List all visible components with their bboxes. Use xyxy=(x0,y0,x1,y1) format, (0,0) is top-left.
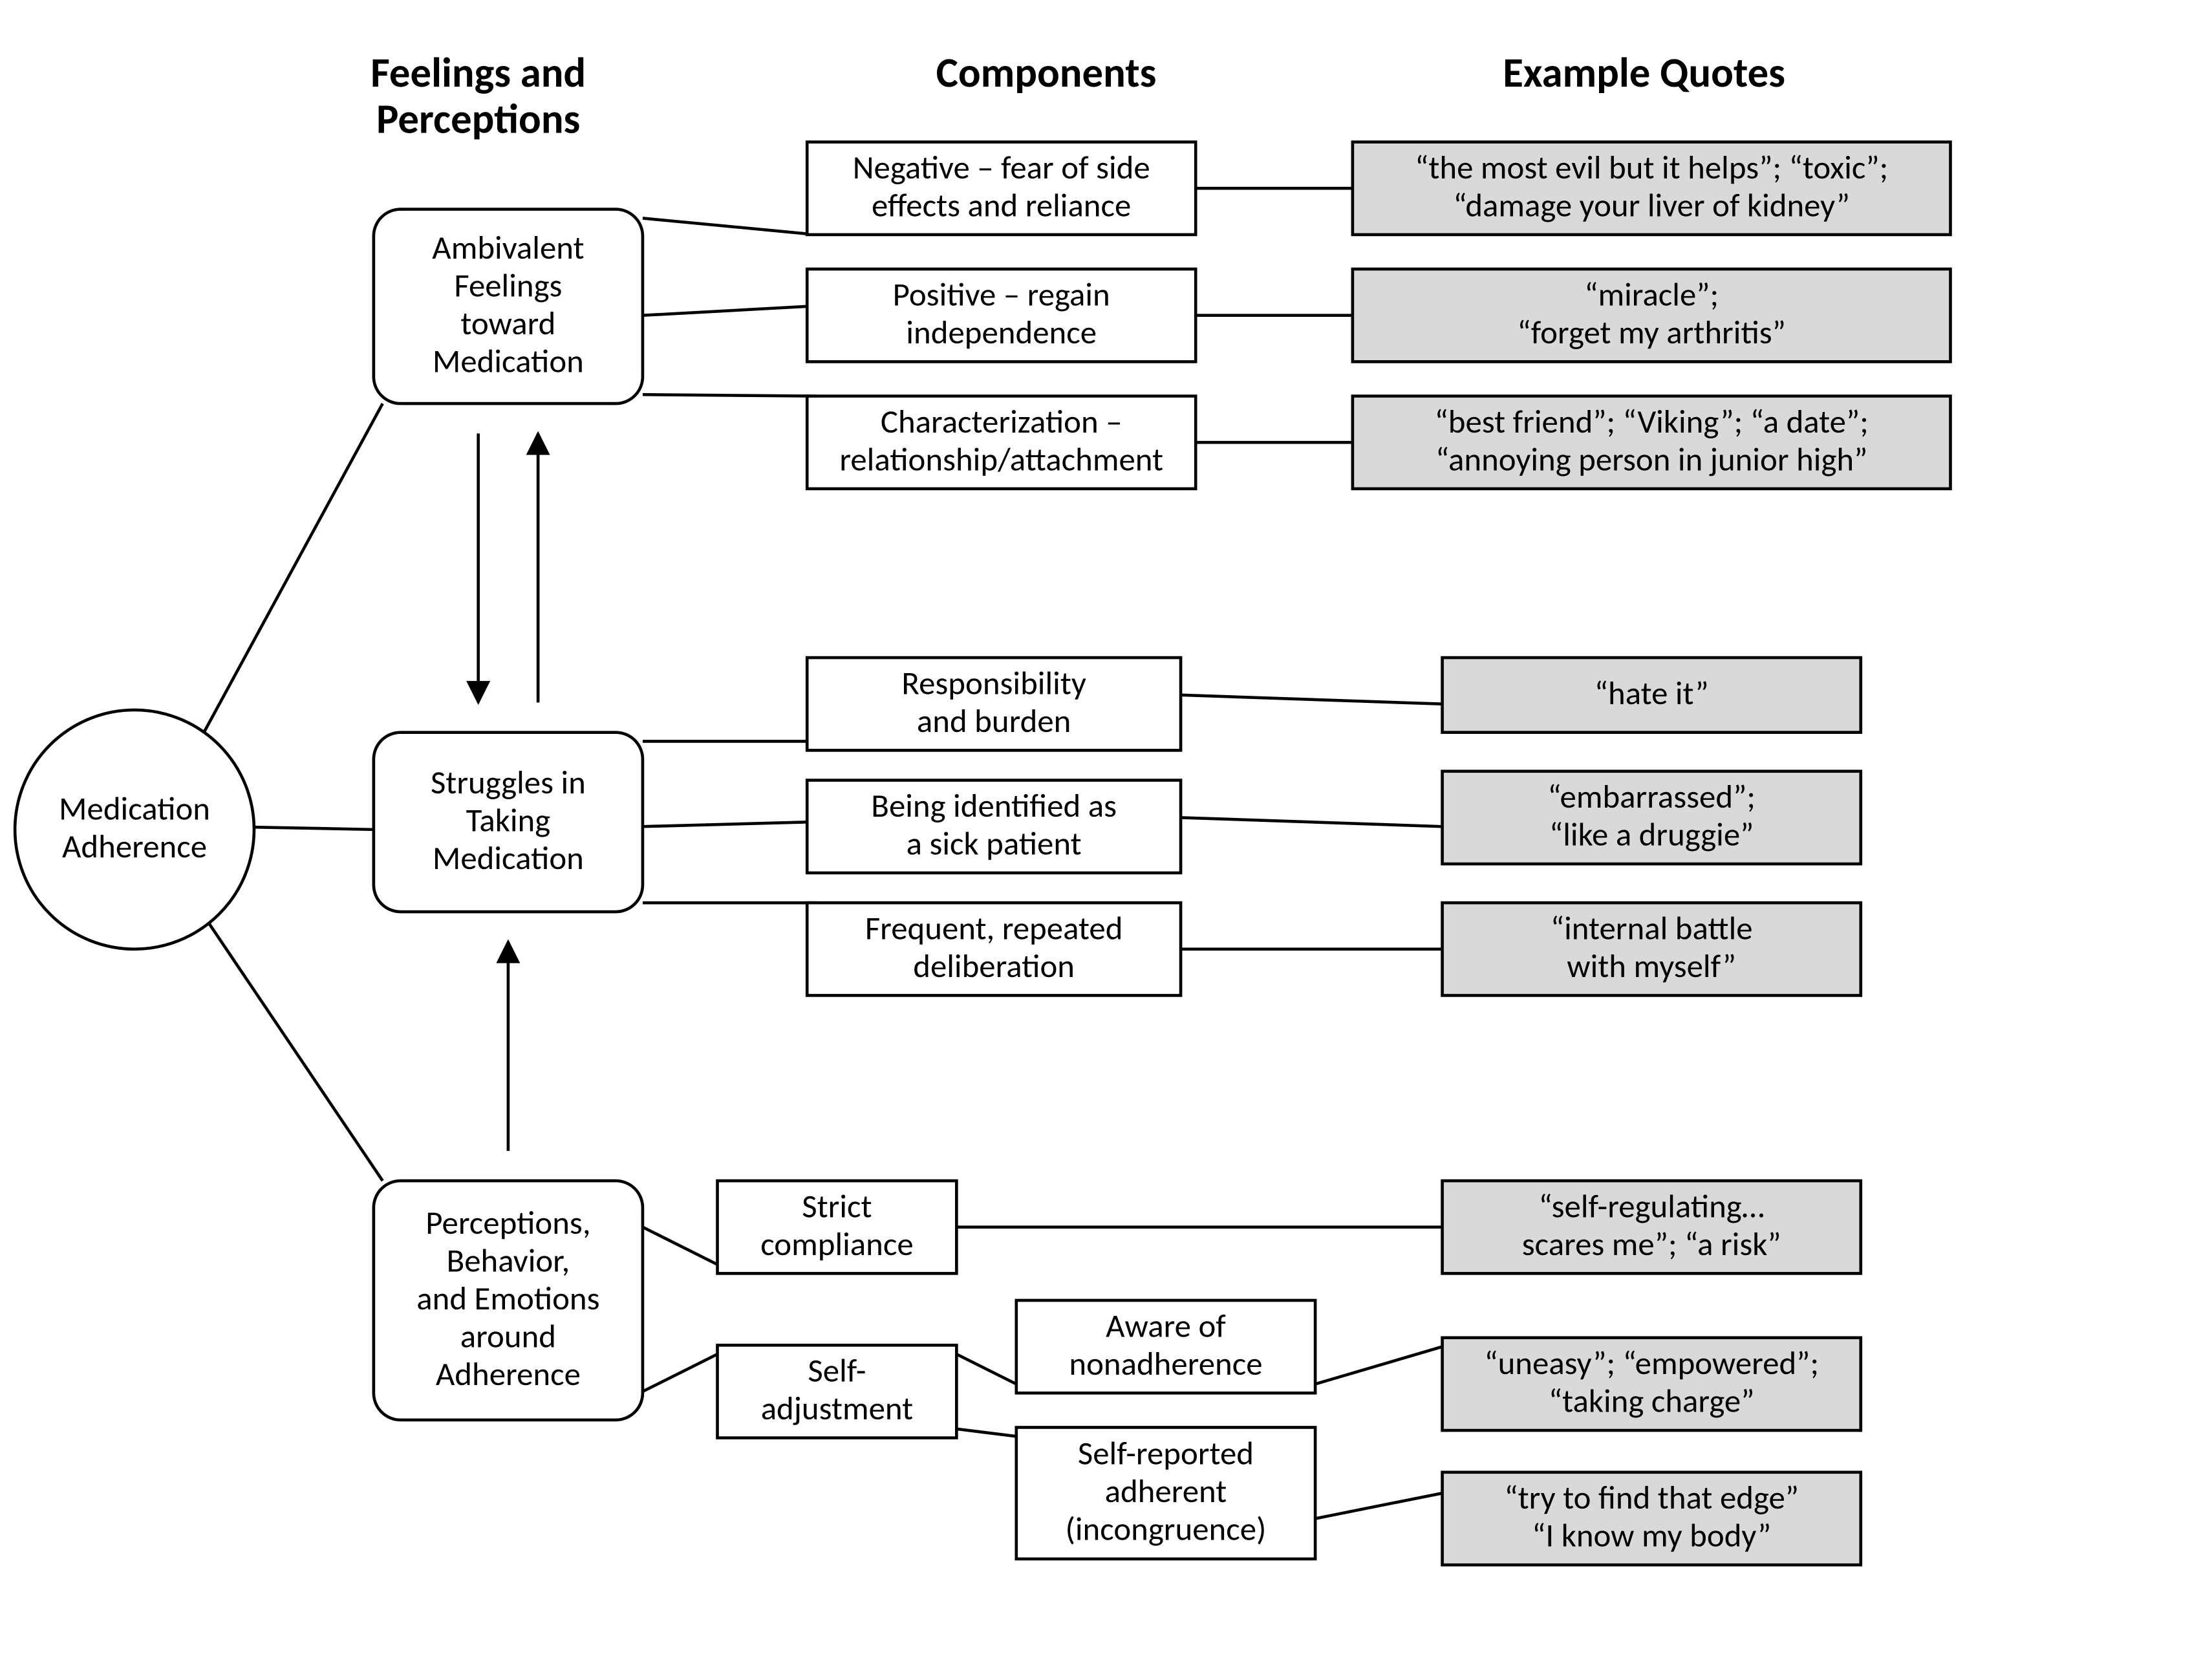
component-c2-label-line1: relationship/attachment xyxy=(839,439,1163,479)
component-c4-label-line1: a sick patient xyxy=(907,823,1082,863)
quote-q8-label-line1: “I know my body” xyxy=(1532,1516,1771,1556)
edge-root-t2 xyxy=(209,923,383,1181)
quote-q4-label-line1: “like a druggie” xyxy=(1549,815,1754,855)
theme-t0-label-line3: Medication xyxy=(433,341,584,382)
component-c8-label-line0: Aware of xyxy=(1106,1306,1226,1346)
header-h0: Perceptions xyxy=(376,93,580,144)
edge-c8-q7 xyxy=(1315,1347,1442,1384)
edge-c3-q3 xyxy=(1181,695,1443,704)
quote-q2-label-line1: “annoying person in junior high” xyxy=(1435,439,1867,479)
component-c9-label-line0: Self-reported xyxy=(1078,1434,1254,1474)
edge-c9-q8 xyxy=(1315,1493,1442,1518)
component-c1-label-line1: independence xyxy=(906,312,1097,352)
theme-t1-label-line1: Taking xyxy=(466,800,551,840)
component-c5-label-line1: deliberation xyxy=(913,946,1075,986)
component-c3-label-line0: Responsibility xyxy=(901,663,1086,703)
quote-q0-label-line1: “damage your liver of kidney” xyxy=(1453,185,1850,225)
header-h1: Components xyxy=(936,47,1157,98)
edge-root-t0 xyxy=(204,403,383,732)
theme-t0-label-line2: toward xyxy=(460,303,555,343)
component-c9-label-line1: adherent xyxy=(1105,1471,1227,1511)
quote-q7-label-line0: “uneasy”; “empowered”; xyxy=(1484,1343,1819,1383)
quote-q1-label-line0: “miracle”; xyxy=(1584,274,1719,314)
component-c0-label-line0: Negative – fear of side xyxy=(853,147,1150,188)
theme-t2-label-line0: Perceptions, xyxy=(425,1203,590,1243)
theme-t1-label-line2: Medication xyxy=(433,838,584,878)
theme-t2-label-line4: Adherence xyxy=(436,1354,581,1394)
quote-q6-label-line0: “self-regulating… xyxy=(1539,1186,1765,1226)
theme-t1-label-line0: Struggles in xyxy=(431,762,586,802)
edge-c4-q4 xyxy=(1181,817,1443,826)
edge-t1-c4 xyxy=(643,822,807,826)
root-label-line1: Adherence xyxy=(62,826,207,866)
component-c7-label-line0: Self- xyxy=(808,1351,866,1391)
quote-q0-label-line0: “the most evil but it helps”; “toxic”; xyxy=(1415,147,1888,188)
quote-q7-label-line1: “taking charge” xyxy=(1549,1381,1755,1421)
component-c8-label-line1: nonadherence xyxy=(1069,1344,1262,1384)
quote-q8-label-line0: “try to find that edge” xyxy=(1504,1478,1799,1518)
edge-t0-c1 xyxy=(643,306,807,316)
quote-q5-label-line0: “internal battle xyxy=(1551,909,1753,949)
component-c2-label-line0: Characterization – xyxy=(881,402,1122,442)
component-c3-label-line1: and burden xyxy=(917,701,1071,741)
theme-t0-label-line0: Ambivalent xyxy=(432,228,584,268)
component-c6-label-line1: compliance xyxy=(760,1224,913,1264)
component-c0-label-line1: effects and reliance xyxy=(872,185,1131,225)
edge-root-t1 xyxy=(254,827,374,830)
theme-t2-label-line2: and Emotions xyxy=(416,1278,599,1318)
edge-t2-c7 xyxy=(643,1354,718,1392)
quote-q4-label-line0: “embarrassed”; xyxy=(1547,777,1756,817)
edge-t2-c6 xyxy=(643,1227,718,1265)
component-c6-label-line0: Strict xyxy=(802,1186,872,1226)
theme-t0-label-line1: Feelings xyxy=(454,266,562,306)
quote-q6-label-line1: scares me”; “a risk” xyxy=(1522,1224,1781,1264)
component-c1-label-line0: Positive – regain xyxy=(893,274,1110,314)
edge-t0-c2 xyxy=(643,394,816,396)
theme-t2-label-line3: around xyxy=(460,1316,556,1356)
quote-q3-label-line0: “hate it” xyxy=(1595,673,1709,713)
component-c5-label-line0: Frequent, repeated xyxy=(865,909,1123,949)
component-c4-label-line0: Being identified as xyxy=(871,786,1117,826)
root-label-line0: Medication xyxy=(59,789,210,829)
component-c7-label-line1: adjustment xyxy=(761,1388,913,1428)
edge-c7-c9 xyxy=(956,1429,1016,1437)
header-h0: Feelings and xyxy=(370,47,586,98)
header-h2: Example Quotes xyxy=(1503,47,1785,98)
quote-q1-label-line1: “forget my arthritis” xyxy=(1517,312,1786,352)
quote-q2-label-line0: “best friend”; “Viking”; “a date”; xyxy=(1435,402,1869,442)
theme-t2-label-line1: Behavior, xyxy=(447,1240,570,1280)
edge-t0-c0 xyxy=(643,218,816,234)
component-c9-label-line2: (incongruence) xyxy=(1065,1509,1266,1549)
quote-q5-label-line1: with myself” xyxy=(1567,946,1736,986)
edge-c7-c8 xyxy=(956,1354,1016,1384)
